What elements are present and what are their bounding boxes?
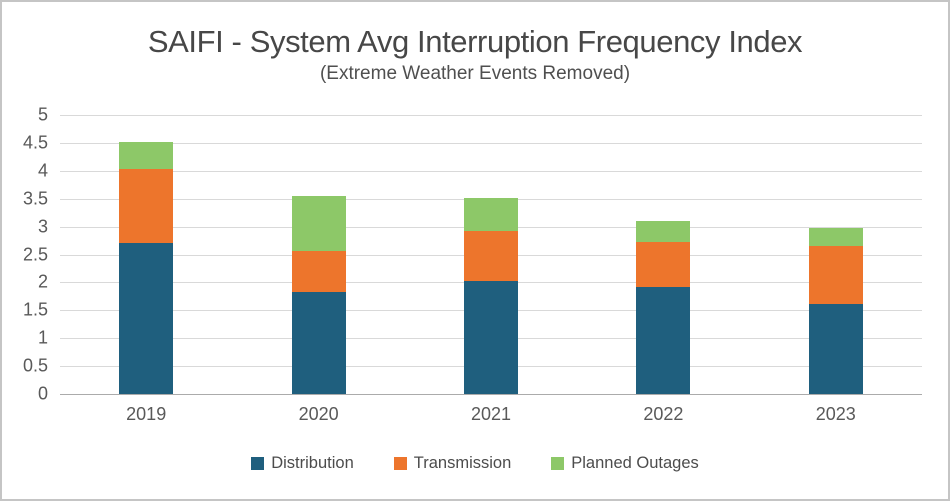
y-tick-label: 0: [37, 383, 48, 404]
bar-segment-2021-planned-outages: [464, 198, 518, 231]
y-tick-label: 3: [37, 216, 48, 237]
y-tick-label: 0.5: [22, 355, 48, 376]
gridline: [60, 115, 922, 116]
x-tick-label-2020: 2020: [298, 404, 339, 424]
y-tick-label: 4.5: [22, 132, 48, 153]
bar-segment-2022-distribution: [636, 287, 691, 394]
y-tick-label: 2.5: [22, 244, 48, 264]
bar-segment-2021-transmission: [464, 230, 518, 281]
bar-segment-2019-planned-outages: [119, 141, 174, 170]
bar-segment-2023-distribution: [808, 304, 863, 394]
y-tick-label: 1: [37, 327, 48, 348]
y-tick-label: 4: [37, 160, 48, 181]
x-tick-label-2021: 2021: [470, 404, 512, 424]
legend-item-distribution: Distribution: [251, 454, 354, 473]
chart-title: SAIFI - System Avg Interruption Frequenc…: [147, 24, 803, 59]
bar-segment-2020-planned-outages: [291, 196, 346, 252]
x-tick-label-2023: 2023: [815, 404, 856, 424]
bar-segment-2020-distribution: [291, 291, 346, 394]
x-tick-label-2019: 2019: [126, 404, 167, 424]
legend-swatch-distribution: [251, 457, 265, 470]
y-tick-label: 3.5: [22, 188, 48, 209]
y-axis: 0 0.5 1 1.5 2 2.5 3 3.5 4 4.5 5: [2, 105, 48, 404]
bar-segment-2021-distribution: [464, 280, 518, 394]
y-tick-label: 2: [37, 271, 48, 292]
legend-swatch-planned-outages: [551, 457, 565, 470]
legend-swatch-transmission: [393, 457, 407, 470]
gridline: [60, 142, 922, 144]
bar-segment-2022-planned-outages: [636, 221, 691, 242]
legend-item-transmission: Transmission: [393, 454, 512, 473]
gridline: [60, 170, 922, 172]
bar-segment-2022-transmission: [636, 241, 691, 288]
legend-label-transmission: Transmission: [413, 454, 512, 472]
bar-segment-2023-transmission: [808, 246, 863, 305]
x-axis-line: [60, 394, 922, 395]
bar-segment-2019-transmission: [119, 169, 174, 244]
y-tick-label: 1.5: [22, 299, 48, 320]
y-tick-label: 5: [37, 104, 48, 125]
x-tick-label-2022: 2022: [643, 404, 684, 424]
legend-label-distribution: Distribution: [271, 454, 354, 472]
chart-subtitle: (Extreme Weather Events Removed): [319, 63, 631, 84]
plot-area: [60, 115, 922, 395]
legend: Distribution Transmission Planned Outages: [2, 454, 948, 473]
bar-segment-2019-distribution: [119, 243, 174, 394]
x-axis: 2019 2020 2021 2022 2023: [60, 404, 922, 428]
bar-segment-2020-transmission: [291, 251, 346, 292]
legend-label-planned-outages: Planned Outages: [571, 454, 699, 472]
legend-item-planned-outages: Planned Outages: [551, 454, 699, 473]
bar-segment-2023-planned-outages: [808, 227, 863, 247]
